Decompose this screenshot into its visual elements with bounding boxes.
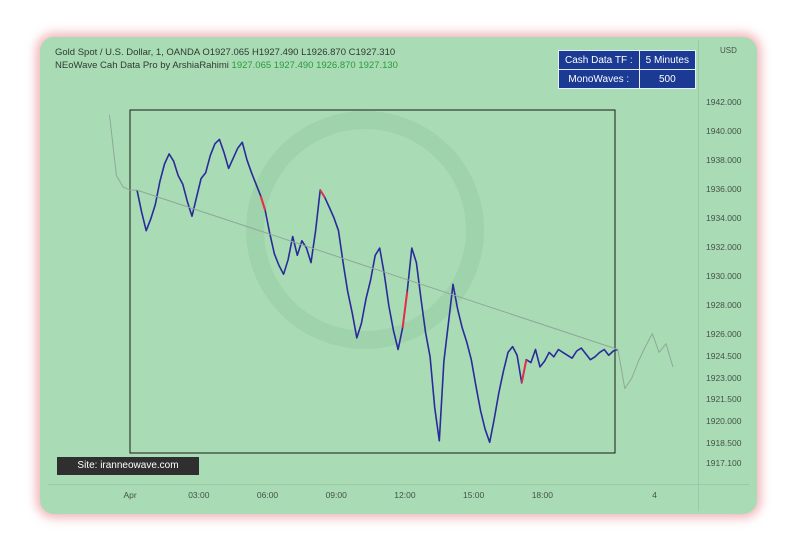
- x-tick-label: 18:00: [531, 490, 553, 500]
- x-tick-label: 06:00: [256, 490, 279, 500]
- legend-indicator-row: NEoWave Cah Data Pro by ArshiaRahimi 192…: [55, 59, 398, 72]
- y-tick-label: 1923.000: [706, 372, 742, 383]
- y-tick-label: 1924.500: [706, 350, 742, 361]
- watermark-logo: [246, 111, 484, 349]
- legend-indicator-value: 1926.870: [316, 60, 356, 71]
- cash-tf-label: Cash Data TF :: [558, 50, 640, 70]
- chart-legend: Gold Spot / U.S. Dollar, 1, OANDA O1927.…: [55, 46, 398, 72]
- legend-close: C1927.310: [348, 47, 396, 58]
- monowaves-value: 500: [638, 69, 696, 89]
- legend-indicator-value: 1927.490: [273, 60, 314, 71]
- monowave-highlight: [401, 291, 409, 328]
- info-row-cash: Cash Data TF : 5 Minutes: [558, 50, 696, 70]
- monowave-highlight: [520, 359, 528, 384]
- y-tick-label: 1934.000: [706, 213, 742, 224]
- price-plot[interactable]: [48, 40, 698, 484]
- y-tick-label: 1932.000: [706, 242, 742, 253]
- x-tick-label: Apr: [123, 490, 137, 500]
- legend-indicator-value: 1927.065: [231, 60, 272, 71]
- y-tick-label: 1928.000: [706, 300, 742, 311]
- y-tick-label: 1940.000: [706, 126, 742, 137]
- legend-indicator-value: 1927.130: [358, 60, 398, 71]
- y-tick-label: 1921.500: [706, 394, 742, 405]
- x-tick-label: 4: [652, 490, 657, 500]
- y-tick-label: 1920.000: [706, 415, 742, 426]
- chart-area[interactable]: [48, 40, 698, 484]
- x-tick-label: 15:00: [462, 490, 485, 500]
- y-tick-label: 1918.500: [706, 437, 742, 448]
- site-label[interactable]: Site: iranneowave.com: [57, 457, 199, 475]
- x-tick-label: 12:00: [394, 490, 416, 500]
- monowave-highlight: [259, 195, 267, 211]
- currency-label: USD: [720, 46, 737, 55]
- info-table: Cash Data TF : 5 Minutes MonoWaves : 500: [558, 50, 696, 89]
- legend-symbol: Gold Spot / U.S. Dollar, 1, OANDA: [55, 47, 200, 58]
- time-axis[interactable]: [48, 484, 698, 511]
- legend-open: O1927.065: [202, 47, 250, 58]
- legend-low: L1926.870: [301, 47, 347, 58]
- price-line: [109, 114, 674, 390]
- monowave-highlight: [319, 189, 326, 198]
- y-tick-label: 1942.000: [706, 97, 742, 108]
- y-tick-label: 1917.100: [706, 458, 742, 468]
- monowaves-label: MonoWaves :: [558, 69, 640, 89]
- x-tick-label: 09:00: [325, 490, 347, 500]
- price-axis[interactable]: [698, 40, 749, 484]
- info-row-mono: MonoWaves : 500: [558, 69, 696, 89]
- y-tick-label: 1938.000: [706, 155, 742, 166]
- cash-data-line: [136, 138, 619, 444]
- y-tick-label: 1926.000: [706, 329, 742, 340]
- y-tick-label: 1930.000: [706, 271, 742, 282]
- legend-symbol-row: Gold Spot / U.S. Dollar, 1, OANDA O1927.…: [55, 46, 398, 59]
- cash-tf-value: 5 Minutes: [638, 50, 696, 70]
- legend-high: H1927.490: [251, 47, 299, 58]
- y-tick-label: 1936.000: [706, 184, 742, 195]
- axis-corner: [698, 484, 749, 511]
- cash-data-box: [129, 109, 616, 454]
- x-tick-label: 03:00: [188, 490, 210, 500]
- legend-indicator-name: NEoWave Cah Data Pro by ArshiaRahimi: [55, 60, 229, 71]
